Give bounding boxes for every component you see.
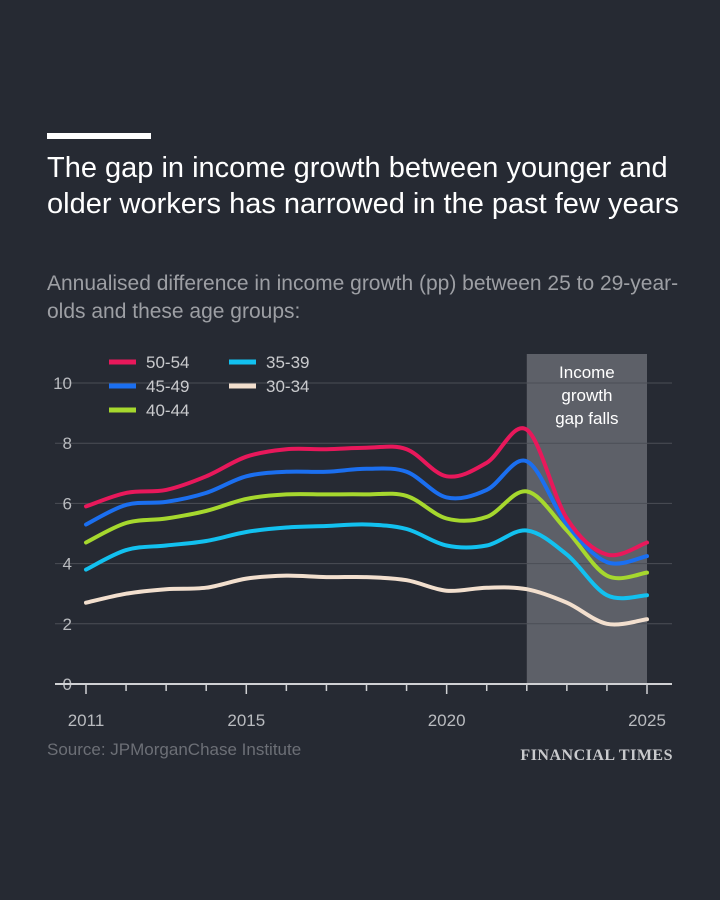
annotation: Income growth gap falls — [555, 363, 618, 428]
x-axis: 2011 2015 2020 2025 — [55, 683, 672, 730]
series-line-45-49 — [84, 458, 649, 566]
source-note: Source: JPMorganChase Institute — [47, 740, 302, 759]
legend: 50-54 35-39 45-49 30-34 40-44 — [109, 353, 309, 420]
y-tick-label: 8 — [63, 434, 72, 453]
annotation-text: gap falls — [555, 409, 618, 428]
x-tick-label: 2020 — [428, 711, 466, 730]
highlight-band — [526, 354, 647, 684]
y-tick-label: 2 — [63, 615, 72, 634]
header-rule — [47, 133, 151, 139]
legend-label: 50-54 — [146, 353, 189, 372]
legend-label: 40-44 — [146, 401, 189, 420]
annotation-band — [526, 354, 647, 684]
y-tick-label: 4 — [63, 555, 72, 574]
y-axis-labels: 0246810 — [53, 374, 72, 694]
chart-subtitle: Annualised difference in income growth (… — [47, 272, 679, 323]
series-line-30-34 — [84, 573, 649, 627]
legend-label: 45-49 — [146, 377, 189, 396]
legend-label: 35-39 — [266, 353, 309, 372]
series-lines — [84, 426, 649, 627]
series-line-35-39 — [84, 522, 649, 601]
ft-logo: FINANCIAL TIMES — [520, 747, 673, 764]
x-tick-label: 2015 — [227, 711, 265, 730]
x-tick-label: 2011 — [68, 711, 105, 730]
y-tick-label: 6 — [63, 494, 72, 513]
annotation-text: growth — [561, 386, 612, 405]
annotation-text: Income — [559, 363, 615, 382]
series-line-40-44 — [84, 489, 649, 581]
y-tick-label: 10 — [53, 374, 72, 393]
legend-label: 30-34 — [266, 377, 309, 396]
x-tick-label: 2025 — [628, 711, 666, 730]
series-line-50-54 — [84, 426, 649, 558]
chart-title: The gap in income growth between younger… — [47, 152, 679, 220]
